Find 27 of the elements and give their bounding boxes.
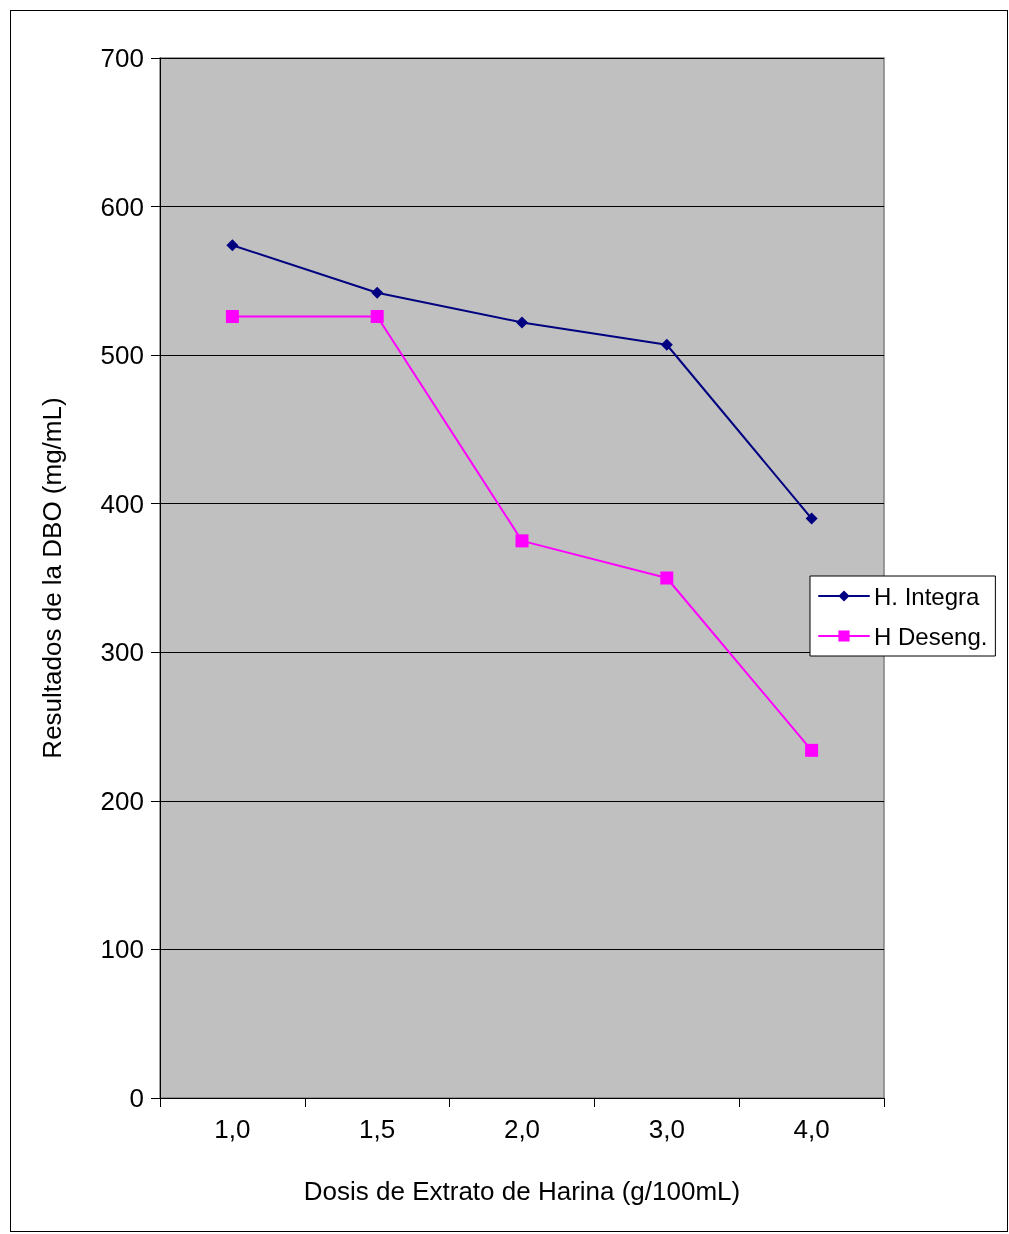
x-tick-label: 3,0	[648, 1114, 685, 1144]
point	[516, 316, 528, 329]
point	[660, 338, 673, 351]
x-tick-label: 2,0	[503, 1114, 541, 1144]
y-tick-label: 500	[100, 340, 144, 371]
point	[225, 310, 239, 324]
y-tick-label: 200	[100, 785, 144, 816]
point	[805, 512, 818, 525]
y-tick-label: 0	[129, 1083, 144, 1113]
y-tick-label: 700	[100, 43, 144, 73]
x-tick-label: 4,0	[793, 1114, 830, 1144]
point	[226, 239, 239, 252]
x-axis-title: Dosis de Extrato de Harina (g/100mL)	[303, 1176, 741, 1206]
point	[805, 743, 819, 757]
point	[371, 286, 384, 299]
point	[660, 571, 674, 585]
y-axis-title: Resultados de la DBO (mg/mL)	[37, 397, 67, 759]
legend-label: H. Integra	[874, 582, 981, 610]
point	[515, 534, 529, 548]
legend-label: H Deseng.	[874, 622, 988, 650]
x-tick-label: 1,5	[359, 1114, 396, 1144]
y-tick-label: 300	[100, 637, 144, 668]
point	[370, 310, 384, 324]
y-tick-label: 600	[100, 191, 144, 222]
x-tick-label: 1,0	[214, 1114, 251, 1144]
y-tick-label: 100	[100, 934, 144, 965]
y-tick-label: 400	[100, 488, 144, 519]
